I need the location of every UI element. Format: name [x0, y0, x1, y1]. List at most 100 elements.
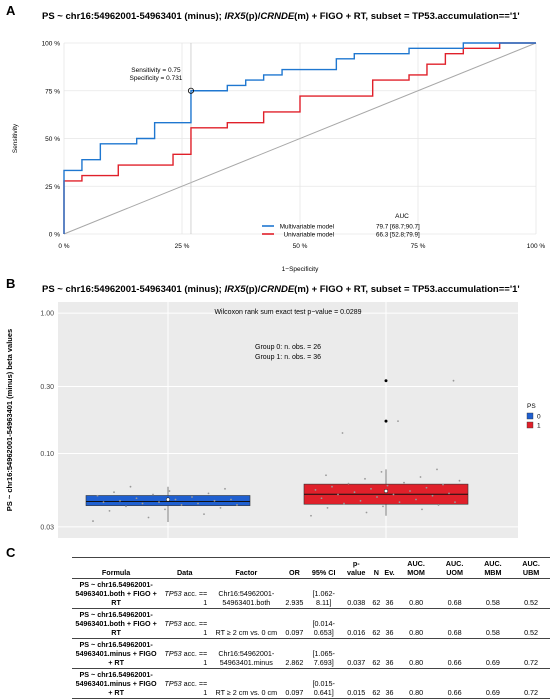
- data-point: [113, 491, 115, 494]
- data-point: [421, 508, 423, 511]
- annotation-sensitivity: Sensitivity = 0.75: [131, 67, 181, 74]
- table-header-cell: AUC. MOM: [407, 559, 425, 577]
- data-point: [152, 493, 154, 496]
- data-point: [353, 491, 356, 494]
- table-cell: 36: [385, 598, 394, 607]
- table-header-cell: AUC. UOM: [445, 559, 464, 577]
- legend-auc: 79.7 [68.7;90.7]: [376, 223, 420, 230]
- table-cell: 0.58: [485, 628, 500, 637]
- panel-a-title: PS ~ chr16:54962001-54963401 (minus); IR…: [42, 11, 520, 22]
- x-tick-label: 0 %: [58, 243, 69, 250]
- data-point: [458, 479, 461, 482]
- roc-line-multivariable-model: [63, 42, 536, 234]
- table-cell: 0.80: [409, 628, 424, 637]
- table-header-cell: N: [373, 568, 379, 577]
- table-body: PS ~ chr16.54962001-54963401.both + FIGO…: [72, 579, 550, 699]
- data-point: [158, 501, 160, 504]
- table-header-cell: OR: [289, 568, 300, 577]
- wilcoxon-annotation: Wilcoxon rank sum exact test p−value = 0…: [214, 309, 361, 316]
- data-point: [174, 498, 177, 501]
- y-tick-label: 0 %: [49, 232, 60, 239]
- table-cell: Chr16:54962001-54963401.minus: [218, 649, 275, 667]
- table-cell: 36: [385, 628, 394, 637]
- table-cell: 0.097: [285, 628, 304, 637]
- table-cell: TP53 acc. == 1: [164, 619, 208, 637]
- data-point: [415, 498, 417, 501]
- table-row: PS ~ chr16.54962001-54963401.minus + FIG…: [72, 639, 550, 669]
- y-tick-label: 0.10: [40, 451, 54, 458]
- table-header-cell: AUC. MBM: [484, 559, 502, 577]
- x-tick-label: 25 %: [175, 243, 190, 250]
- table-cell: 0.68: [447, 598, 462, 607]
- data-point: [141, 502, 144, 505]
- table-cell: 0.016: [347, 628, 366, 637]
- data-point: [119, 499, 121, 502]
- data-point: [397, 420, 399, 423]
- panel-a-letter: A: [6, 3, 16, 18]
- table-cell: 0.80: [409, 658, 424, 667]
- data-point: [147, 516, 150, 519]
- table-cell: [1.065-7.693]: [312, 649, 335, 667]
- data-point: [341, 432, 344, 434]
- outlier-point: [384, 419, 388, 423]
- table-cell: RT ≥ 2 cm vs. 0 cm: [215, 628, 278, 637]
- legend-swatch: [526, 412, 534, 420]
- data-point: [448, 492, 450, 495]
- table-cell: 0.72: [524, 688, 539, 697]
- table-cell: TP53 acc. == 1: [164, 589, 208, 607]
- data-point: [452, 379, 455, 382]
- y-axis-label: PS ~ chr16:54962001-54963401 (minus) bet…: [5, 329, 14, 511]
- table-header-cell: 95% CI: [311, 568, 336, 577]
- data-point: [365, 511, 368, 514]
- data-point: [359, 499, 362, 502]
- table-row: PS ~ chr16.54962001-54963401.minus + FIG…: [72, 669, 550, 699]
- table-cell: 0.66: [447, 658, 462, 667]
- data-point: [191, 496, 193, 498]
- data-point: [398, 501, 401, 504]
- legend-title: PS: [527, 403, 536, 410]
- table-cell: TP53 acc. == 1: [164, 679, 208, 697]
- data-point: [347, 482, 350, 485]
- data-point: [364, 477, 366, 480]
- panel-b-title: PS ~ chr16:54962001-54963401 (minus); IR…: [42, 284, 520, 295]
- mean-point: [165, 497, 171, 502]
- y-tick-label: 50 %: [45, 136, 60, 143]
- reference-diagonal: [63, 42, 537, 235]
- y-tick-label: 25 %: [45, 184, 60, 191]
- y-tick-label: 75 %: [45, 88, 60, 95]
- table-cell: 62: [372, 658, 381, 667]
- data-point: [425, 486, 428, 489]
- table-cell: 0.80: [409, 688, 424, 697]
- data-point: [164, 508, 166, 511]
- table-cell: 0.58: [485, 598, 500, 607]
- group1-annotation: Group 1: n. obs. = 36: [255, 354, 321, 361]
- table-cell: 0.72: [524, 658, 539, 667]
- table-cell: RT ≥ 2 cm vs. 0 cm: [215, 688, 278, 697]
- table-cell: 0.69: [485, 658, 500, 667]
- data-point: [219, 506, 222, 509]
- data-point: [213, 499, 216, 502]
- table-cell: 0.69: [485, 688, 500, 697]
- results-table: Formula Data Factor OR 95% CI p-value N Ev. AUC.…: [72, 557, 550, 699]
- table-cell: 0.097: [285, 688, 304, 697]
- x-axis-label: 1−Specificity: [282, 266, 319, 273]
- roc-line-univariable-model: [63, 42, 536, 234]
- legend-label: Univariable model: [284, 231, 334, 238]
- table-cell: TP53 acc. == 1: [164, 649, 208, 667]
- data-point: [207, 492, 210, 495]
- table-header-cell: Data: [176, 568, 193, 577]
- panel-b-letter: B: [6, 276, 16, 291]
- data-point: [343, 502, 345, 505]
- data-point: [437, 504, 440, 506]
- data-point: [326, 506, 329, 509]
- data-point: [314, 489, 317, 491]
- data-point: [337, 493, 339, 496]
- table-cell: 62: [372, 688, 381, 697]
- table-cell: PS ~ chr16.54962001-54963401.minus + FIG…: [75, 640, 157, 667]
- y-tick-label: 0.03: [40, 524, 54, 531]
- table-cell: Chr16:54962001-54963401.both: [218, 589, 275, 607]
- annotation-specificity: Specificity = 0.731: [129, 75, 182, 82]
- data-point: [419, 476, 422, 478]
- table-header-cell: Ev.: [384, 568, 395, 577]
- table-cell: PS ~ chr16.54962001-54963401.both + FIGO…: [75, 610, 157, 637]
